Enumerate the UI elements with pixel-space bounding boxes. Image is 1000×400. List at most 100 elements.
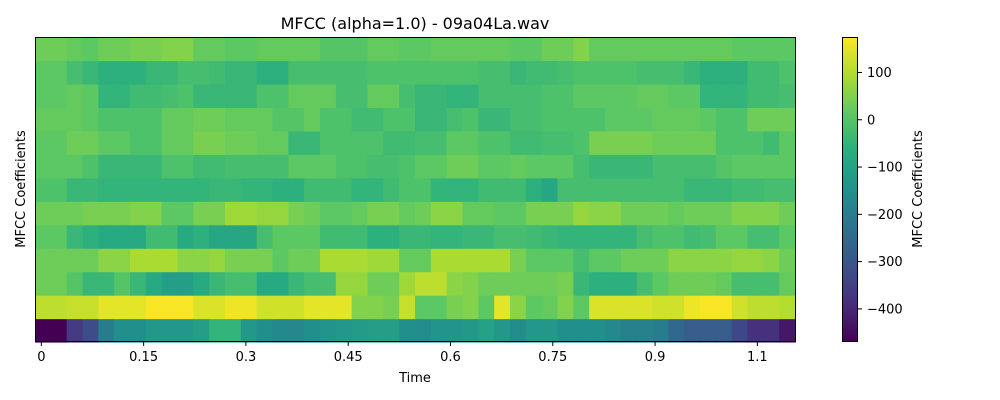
heatmap-cell [304,201,321,226]
heatmap-cell [130,83,147,108]
heatmap-cell [731,107,749,132]
heatmap-cell [367,248,384,273]
heatmap-cell [415,295,432,320]
heatmap-cell [240,177,258,202]
heatmap-cell [66,201,84,226]
heatmap-cell [715,295,733,320]
heatmap-cell [747,107,764,132]
heatmap-cell [510,295,527,320]
heatmap-cell [462,201,479,226]
heatmap-cell [557,224,574,249]
heatmap-cell [288,37,305,62]
heatmap-cell [430,37,448,62]
heatmap-cell [541,248,559,273]
heatmap-cell [130,130,147,155]
heatmap-cell [415,107,432,132]
heatmap-cell [114,83,131,108]
heatmap-cell [177,248,194,273]
heatmap-cell [668,248,685,273]
heatmap-cell [335,224,353,249]
heatmap-cell [50,130,68,155]
heatmap-cell [193,224,210,249]
heatmap-cell [715,107,733,132]
heatmap-cell [541,130,559,155]
heatmap-cell [335,201,353,226]
heatmap-cell [541,177,559,202]
heatmap-cell [320,271,337,296]
heatmap-cell [605,177,622,202]
heatmap-cell [747,201,764,226]
heatmap-cell [573,224,590,249]
heatmap-cell [684,154,701,179]
heatmap-cell [35,201,52,226]
heatmap-cell [779,177,796,202]
heatmap-cell [731,154,749,179]
heatmap-cell [256,177,274,202]
heatmap-cell [114,130,131,155]
heatmap-cell [240,37,258,62]
heatmap-cell [145,201,163,226]
heatmap-cell [367,201,384,226]
heatmap-cell [50,83,68,108]
heatmap-cell [684,83,701,108]
heatmap-cell [114,318,131,343]
heatmap-cell [763,224,780,249]
heatmap-cell [779,37,796,62]
heatmap-cell [335,177,353,202]
heatmap-cell [446,83,464,108]
heatmap-cell [731,224,749,249]
heatmap-cell [620,107,638,132]
heatmap-cell [177,318,194,343]
heatmap-cell [430,248,448,273]
heatmap-cell [161,83,179,108]
x-axis: 0 0.15 0.3 0.45 0.6 0.75 0.9 1.1 [37,342,768,365]
x-tick-label: 1.1 [747,350,768,365]
heatmap-cell [430,60,448,85]
heatmap-cell [668,318,685,343]
heatmap-cell [668,177,685,202]
heatmap-cell [98,130,115,155]
heatmap-cell [98,248,115,273]
heatmap-cell [130,224,147,249]
heatmap-cell [684,60,701,85]
heatmap-cell [525,37,543,62]
heatmap-cell [478,177,495,202]
heatmap-cell [35,60,52,85]
heatmap-cell [114,271,131,296]
heatmap-cell [161,130,179,155]
heatmap-cell [193,154,210,179]
heatmap-cell [98,177,115,202]
heatmap-cell [636,130,654,155]
heatmap-cell [731,201,749,226]
heatmap-cell [525,271,543,296]
heatmap-cell [652,154,669,179]
heatmap-cell [684,201,701,226]
heatmap-cell [510,83,527,108]
heatmap-cell [177,154,194,179]
heatmap-cell [399,83,416,108]
heatmap-cell [320,83,337,108]
heatmap-cell [66,60,84,85]
heatmap-cell [145,83,163,108]
heatmap-cell [494,37,511,62]
heatmap-cell [367,224,384,249]
heatmap-cell [415,177,432,202]
heatmap-cell [684,107,701,132]
heatmap-cell [82,318,99,343]
heatmap-cell [494,248,511,273]
heatmap-cell [240,130,258,155]
colorbar-frame [842,37,858,342]
heatmap-cell [446,154,464,179]
heatmap-cell [652,271,669,296]
heatmap-cell [304,177,321,202]
heatmap-cell [161,60,179,85]
heatmap-cell [700,201,717,226]
heatmap-cell [763,295,780,320]
heatmap-cell [446,248,464,273]
heatmap-cell [589,177,606,202]
heatmap-cell [446,107,464,132]
heatmap-cell [240,154,258,179]
heatmap-cell [779,201,796,226]
heatmap-cell [478,107,495,132]
heatmap-cell [335,37,353,62]
